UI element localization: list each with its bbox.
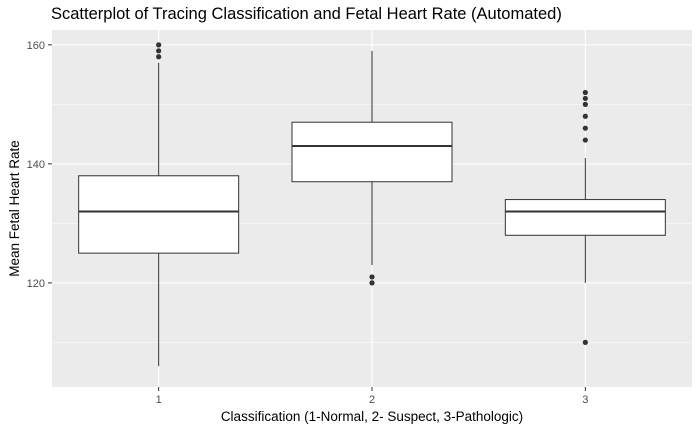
x-axis-title: Classification (1-Normal, 2- Suspect, 3-… [221, 409, 523, 424]
outlier-point [582, 89, 588, 96]
outlier-point [582, 113, 588, 119]
x-tick-label: 1 [156, 394, 162, 406]
box-group-1 [78, 42, 240, 367]
boxes [78, 42, 666, 367]
y-tick-label: 120 [27, 278, 45, 290]
outlier-point [156, 48, 162, 54]
x-axis-ticks: 1 2 3 [156, 387, 588, 406]
iqr-box [78, 175, 240, 254]
box-group-2 [291, 50, 453, 286]
box-group-3 [504, 89, 666, 345]
y-tick-label: 160 [27, 40, 45, 52]
outlier-point [582, 95, 588, 102]
iqr-box [504, 199, 666, 236]
outlier-point [369, 280, 375, 286]
iqr-box [291, 121, 453, 183]
x-tick-label: 2 [369, 394, 375, 406]
outlier-point [156, 42, 162, 48]
outlier-point [369, 274, 375, 280]
y-axis-ticks: 120 140 160 [27, 40, 52, 290]
chart-title: Scatterplot of Tracing Classification an… [51, 5, 562, 23]
y-axis-title: Mean Fetal Heart Rate [7, 140, 22, 277]
y-tick-label: 140 [27, 159, 45, 171]
outlier-point [582, 125, 588, 131]
x-tick-label: 3 [582, 394, 588, 406]
outlier-point [156, 54, 162, 60]
outlier-point [582, 101, 588, 107]
outlier-point [582, 137, 588, 143]
outlier-point [582, 339, 588, 345]
